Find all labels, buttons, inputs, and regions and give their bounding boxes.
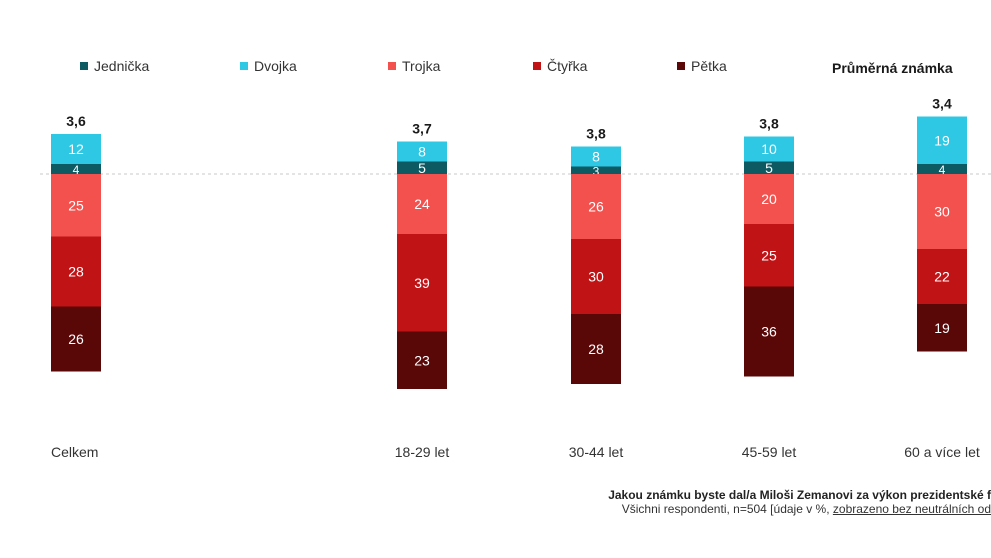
average-grade-title: Průměrná známka bbox=[832, 60, 953, 76]
bar-segment-jednicka bbox=[571, 166, 621, 174]
bar-segment-dvojka bbox=[571, 146, 621, 167]
bar-value-label: 25 bbox=[761, 247, 777, 263]
legend-label: Pětka bbox=[691, 58, 727, 74]
bar-value-label: 30 bbox=[934, 204, 950, 220]
bar-segment-petka bbox=[51, 306, 101, 372]
bar-segment-ctyrka bbox=[571, 239, 621, 314]
bar-value-label: 19 bbox=[934, 132, 950, 148]
bar-segment-jednicka bbox=[917, 164, 967, 174]
bar-value-label: 30 bbox=[588, 269, 604, 285]
average-grade-label: 3,7 bbox=[412, 121, 432, 137]
bar-value-label: 4 bbox=[939, 163, 946, 177]
legend: Jednička Dvojka Trojka Čtyřka Pětka bbox=[0, 58, 991, 78]
bar-segment-ctyrka bbox=[51, 236, 101, 307]
footnote: Jakou známku byste dal/a Miloši Zemanovi… bbox=[431, 488, 991, 516]
bar-segment-jednicka bbox=[744, 161, 794, 174]
bar-segment-ctyrka bbox=[397, 234, 447, 332]
legend-swatch bbox=[533, 62, 541, 70]
category-label: 30-44 let bbox=[569, 444, 624, 460]
bar-segment-ctyrka bbox=[744, 224, 794, 287]
bar-value-label: 8 bbox=[418, 144, 426, 160]
bar-segment-trojka bbox=[571, 174, 621, 239]
average-grade-label: 3,8 bbox=[586, 126, 606, 142]
footnote-question: Jakou známku byste dal/a Miloši Zemanovi… bbox=[608, 488, 991, 502]
legend-swatch bbox=[677, 62, 685, 70]
legend-item-trojka: Trojka bbox=[388, 58, 440, 74]
footnote-sample-underlined: zobrazeno bez neutrálních od bbox=[832, 502, 991, 516]
legend-item-dvojka: Dvojka bbox=[240, 58, 297, 74]
average-grade-label: 3,8 bbox=[759, 116, 779, 132]
bar-value-label: 23 bbox=[414, 352, 430, 368]
bar-value-label: 20 bbox=[761, 191, 777, 207]
bar-segment-jednicka bbox=[51, 164, 101, 174]
legend-swatch bbox=[240, 62, 248, 70]
bar-segment-trojka bbox=[51, 174, 101, 237]
bar-value-label: 36 bbox=[761, 324, 777, 340]
bar-value-label: 39 bbox=[414, 275, 430, 291]
bar-value-label: 3 bbox=[593, 164, 600, 178]
bar-value-label: 26 bbox=[68, 331, 84, 347]
bar-segment-petka bbox=[571, 314, 621, 384]
legend-item-jednicka: Jednička bbox=[80, 58, 149, 74]
bar-value-label: 10 bbox=[761, 141, 777, 157]
legend-swatch bbox=[80, 62, 88, 70]
legend-label: Jednička bbox=[94, 58, 150, 74]
bar-value-label: 4 bbox=[73, 163, 80, 177]
average-grade-label: 3,4 bbox=[932, 96, 952, 112]
bar-segment-dvojka bbox=[51, 134, 101, 164]
bar-value-label: 28 bbox=[588, 341, 604, 357]
bar-segment-petka bbox=[744, 286, 794, 377]
bar-value-label: 22 bbox=[934, 269, 950, 285]
bar-segment-dvojka bbox=[744, 136, 794, 162]
bar-value-label: 5 bbox=[418, 160, 426, 176]
bar-segment-ctyrka bbox=[917, 249, 967, 304]
legend-item-petka: Pětka bbox=[677, 58, 727, 74]
bar-value-label: 26 bbox=[588, 199, 604, 215]
bar-segment-trojka bbox=[744, 174, 794, 224]
category-label: 18-29 let bbox=[395, 444, 450, 460]
bar-value-label: 19 bbox=[934, 320, 950, 336]
category-label: 45-59 let bbox=[742, 444, 797, 460]
bar-value-label: 12 bbox=[68, 141, 84, 157]
bar-value-label: 28 bbox=[68, 264, 84, 280]
legend-item-ctyrka: Čtyřka bbox=[533, 58, 587, 74]
bar-value-label: 25 bbox=[68, 197, 84, 213]
bar-value-label: 5 bbox=[765, 160, 773, 176]
category-label: Celkem bbox=[51, 444, 98, 460]
bar-segment-petka bbox=[397, 331, 447, 389]
bar-segment-jednicka bbox=[397, 161, 447, 174]
legend-swatch bbox=[388, 62, 396, 70]
bar-value-label: 24 bbox=[414, 196, 430, 212]
legend-label: Dvojka bbox=[254, 58, 297, 74]
bar-value-label: 8 bbox=[592, 149, 600, 165]
bar-segment-trojka bbox=[917, 174, 967, 249]
bar-segment-dvojka bbox=[397, 141, 447, 162]
bar-segment-trojka bbox=[397, 174, 447, 234]
legend-label: Čtyřka bbox=[547, 58, 588, 74]
average-grade-label: 3,6 bbox=[66, 113, 86, 129]
category-label: 60 a více let bbox=[904, 444, 980, 460]
bar-segment-petka bbox=[917, 304, 967, 352]
footnote-sample: Všichni respondenti, n=504 [údaje v %, bbox=[621, 502, 833, 516]
bar-segment-dvojka bbox=[917, 116, 967, 164]
legend-label: Trojka bbox=[402, 58, 441, 74]
